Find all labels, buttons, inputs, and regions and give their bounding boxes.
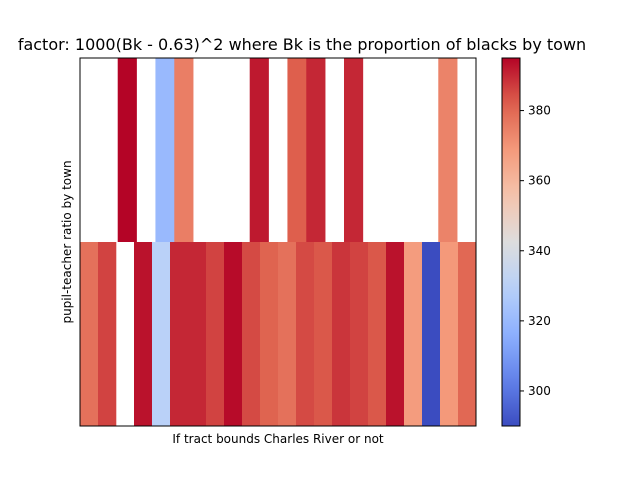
heatmap-cell-bottom-7 xyxy=(206,242,225,426)
colorbar-tick-label-300: 300 xyxy=(528,384,551,398)
x-axis-label: If tract bounds Charles River or not xyxy=(172,432,384,446)
heatmap-cell-bottom-16 xyxy=(368,242,387,426)
colorbar-tick-label-380: 380 xyxy=(528,104,551,118)
heatmap-cell-bottom-0 xyxy=(80,242,99,426)
heatmap-cell-bottom-3 xyxy=(134,242,153,426)
colorbar-frame xyxy=(501,57,521,427)
heatmap-cell-top-14 xyxy=(344,58,364,242)
colorbar-tick-label-360: 360 xyxy=(528,174,551,188)
heatmap-cell-bottom-12 xyxy=(296,242,315,426)
heatmap-cell-bottom-15 xyxy=(350,242,369,426)
heatmap-cell-bottom-9 xyxy=(242,242,261,426)
heatmap-cell-bottom-10 xyxy=(260,242,279,426)
heatmap-cell-bottom-11 xyxy=(278,242,297,426)
plot-frame xyxy=(79,57,477,427)
heatmap-cell-bottom-6 xyxy=(188,242,207,426)
heatmap-cell-bottom-20 xyxy=(440,242,459,426)
heatmap-cell-bottom-4 xyxy=(152,242,171,426)
heatmap-cell-bottom-21 xyxy=(458,242,477,426)
heatmap-cell-bottom-19 xyxy=(422,242,441,426)
heatmap-cell-bottom-17 xyxy=(386,242,405,426)
chart-title: factor: 1000(Bk - 0.63)^2 where Bk is th… xyxy=(18,35,586,54)
heatmap-cell-top-12 xyxy=(306,58,326,242)
heatmap-cell-top-2 xyxy=(117,58,137,242)
heatmap-cell-bottom-8 xyxy=(224,242,243,426)
heatmap-cell-top-9 xyxy=(249,58,269,242)
heatmap-cell-bottom-5 xyxy=(170,242,189,426)
colorbar-tick-label-340: 340 xyxy=(528,244,551,258)
heatmap-cell-top-19 xyxy=(438,58,458,242)
heatmap-cell-top-5 xyxy=(174,58,194,242)
colorbar xyxy=(502,58,520,426)
heatmap-cell-top-4 xyxy=(155,58,175,242)
heatmap-cell-top-11 xyxy=(287,58,307,242)
heatmap-cells xyxy=(80,58,477,426)
y-axis-label: pupil-teacher ratio by town xyxy=(60,160,74,323)
heatmap-cell-bottom-13 xyxy=(314,242,333,426)
colorbar-ticks: 300 320 340 360 380 xyxy=(520,104,551,398)
heatmap-cell-bottom-1 xyxy=(98,242,117,426)
colorbar-tick-label-320: 320 xyxy=(528,314,551,328)
heatmap-cell-bottom-18 xyxy=(404,242,423,426)
heatmap-cell-bottom-14 xyxy=(332,242,351,426)
